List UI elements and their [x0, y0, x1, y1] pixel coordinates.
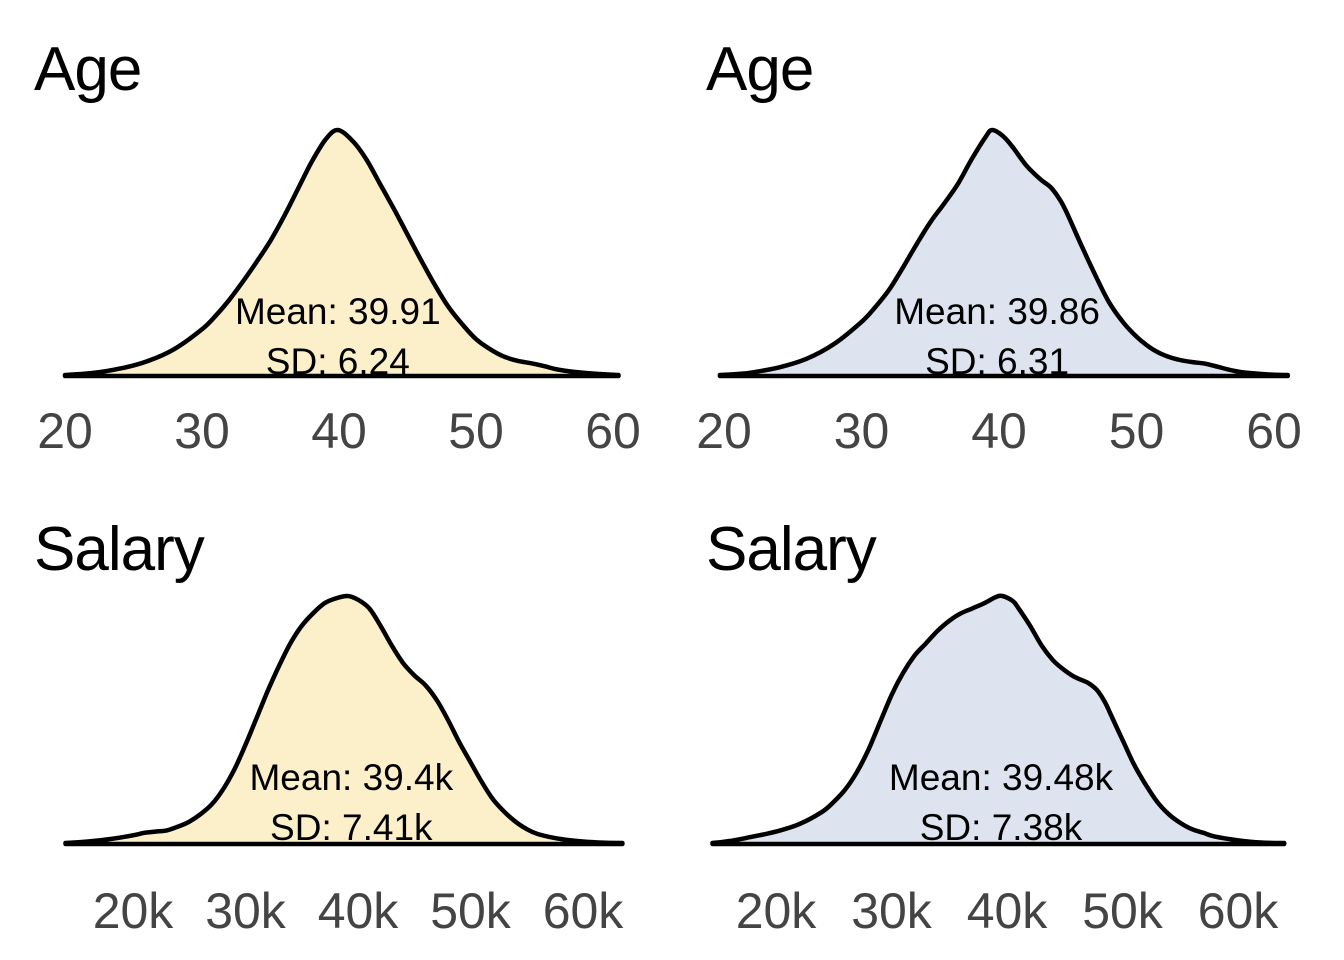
salary-group1-svg: Salary Mean: 39.4k SD: 7.41k 20k 30k 40k…	[34, 515, 625, 939]
x-tick-label: 20	[37, 403, 93, 459]
x-tick-label: 30k	[851, 883, 933, 939]
mean-annotation: Mean: 39.91	[235, 291, 441, 332]
mean-annotation: Mean: 39.4k	[249, 757, 453, 798]
sd-annotation: SD: 7.41k	[270, 807, 433, 848]
x-tick-label: 30k	[205, 883, 287, 939]
density-chart-age-group2: Age Mean: 39.86 SD: 6.31 20 30 40 50 60	[672, 0, 1344, 480]
x-tick-label: 20k	[736, 883, 818, 939]
x-axis-tick-labels: 20 30 40 50 60	[37, 403, 641, 459]
x-tick-label: 30	[834, 403, 890, 459]
age-group1-svg: Age Mean: 39.91 SD: 6.24 20 30 40 50 60	[34, 35, 641, 459]
chart-title: Salary	[34, 515, 205, 584]
x-tick-label: 50k	[1082, 883, 1164, 939]
density-curve	[63, 593, 625, 847]
sd-annotation: SD: 7.38k	[920, 807, 1083, 848]
x-axis-tick-labels: 20 30 40 50 60	[696, 403, 1302, 459]
density-chart-salary-group2: Salary Mean: 39.48k SD: 7.38k 20k 30k 40…	[672, 480, 1344, 960]
chart-title: Age	[706, 35, 813, 104]
x-axis-tick-labels: 20k 30k 40k 50k 60k	[736, 883, 1280, 939]
x-tick-label: 20k	[93, 883, 175, 939]
x-tick-label: 30	[174, 403, 230, 459]
x-tick-label: 60	[585, 403, 641, 459]
density-chart-age-group1: Age Mean: 39.91 SD: 6.24 20 30 40 50 60	[0, 0, 672, 480]
x-axis-tick-labels: 20k 30k 40k 50k 60k	[93, 883, 625, 939]
density-chart-salary-group1: Salary Mean: 39.4k SD: 7.41k 20k 30k 40k…	[0, 480, 672, 960]
density-curve	[717, 127, 1291, 379]
age-group2-svg: Age Mean: 39.86 SD: 6.31 20 30 40 50 60	[696, 35, 1302, 459]
x-tick-label: 40	[971, 403, 1027, 459]
x-tick-label: 40	[311, 403, 367, 459]
mean-annotation: Mean: 39.48k	[889, 757, 1114, 798]
chart-title: Salary	[706, 515, 877, 584]
mean-annotation: Mean: 39.86	[894, 291, 1100, 332]
chart-title: Age	[34, 35, 141, 104]
x-tick-label: 20	[696, 403, 752, 459]
x-tick-label: 60k	[1198, 883, 1280, 939]
x-tick-label: 60k	[543, 883, 625, 939]
x-tick-label: 60	[1246, 403, 1302, 459]
x-tick-label: 50k	[430, 883, 512, 939]
sd-annotation: SD: 6.31	[925, 341, 1069, 382]
salary-group2-svg: Salary Mean: 39.48k SD: 7.38k 20k 30k 40…	[706, 515, 1287, 939]
density-curve	[62, 127, 621, 379]
sd-annotation: SD: 6.24	[266, 341, 410, 382]
x-tick-label: 50	[1109, 403, 1165, 459]
x-tick-label: 50	[448, 403, 504, 459]
density-curve	[710, 593, 1287, 847]
x-tick-label: 40k	[967, 883, 1049, 939]
x-tick-label: 40k	[318, 883, 400, 939]
